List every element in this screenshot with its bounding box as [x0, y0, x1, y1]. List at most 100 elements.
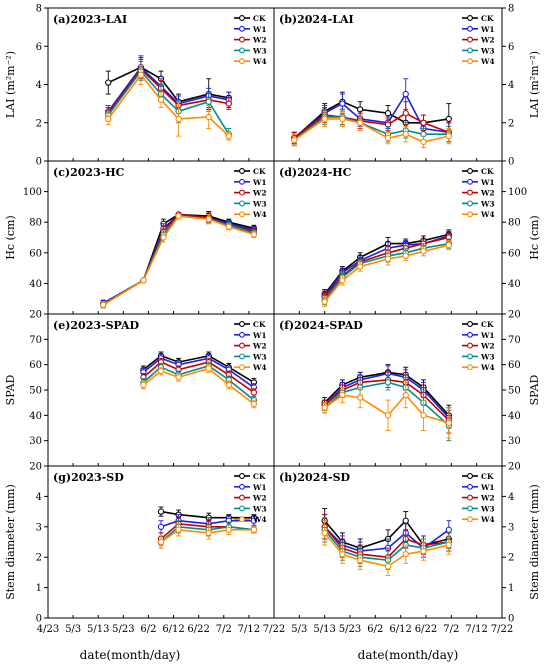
y-tick-label: 20: [508, 310, 521, 321]
legend-marker: [239, 189, 245, 196]
legend-marker: [467, 473, 473, 479]
x-tick-label: 4/23: [37, 624, 59, 635]
legend-label: CK: [481, 472, 494, 481]
data-point: [250, 400, 258, 408]
data-point: [339, 115, 346, 123]
legend-item-W1: W1: [234, 178, 267, 187]
legend-item-CK: CK: [462, 320, 494, 329]
legend-item-W2: W2: [234, 494, 267, 503]
data-point: [420, 412, 427, 419]
panel-title: (h)2024-SD: [279, 471, 351, 484]
data-point: [339, 277, 346, 284]
legend-label: W4: [252, 57, 267, 66]
y-tick-label: 60: [508, 248, 521, 259]
legend-item-W2: W2: [462, 494, 495, 503]
legend-label: W3: [252, 199, 267, 208]
legend-item-W3: W3: [234, 199, 267, 208]
legend-label: W3: [252, 46, 267, 55]
data-point: [250, 526, 258, 533]
data-point: [356, 263, 364, 270]
y-tick-label: 2: [36, 118, 42, 129]
y-tick-label: 40: [508, 279, 521, 290]
legend-item-CK: CK: [234, 14, 266, 23]
y-tick-label: 2: [508, 118, 514, 129]
data-point: [175, 374, 182, 381]
x-tick-label: 5/3: [65, 624, 81, 635]
y-tick-label: 30: [508, 436, 521, 447]
legend-marker: [239, 342, 245, 349]
legend-label: W1: [480, 25, 495, 34]
data-point: [140, 277, 147, 284]
legend-marker: [467, 483, 473, 490]
y-tick-label: 4: [36, 80, 42, 91]
legend-marker: [467, 47, 473, 54]
legend-marker: [239, 15, 245, 21]
legend-marker: [239, 483, 245, 490]
panel-title: (f)2024-SPAD: [279, 319, 363, 332]
legend-item-W1: W1: [462, 483, 495, 492]
legend-marker: [467, 25, 473, 32]
y-tick-label: 100: [508, 187, 527, 198]
data-point: [225, 223, 232, 230]
legend-item-W3: W3: [462, 504, 495, 513]
y-axis-label: Hc (cm): [4, 215, 17, 259]
data-point: [384, 134, 392, 142]
data-point: [137, 71, 145, 79]
y-tick-label: 20: [29, 462, 42, 473]
x-tick-label: 7/12: [465, 624, 487, 635]
legend-item-W4: W4: [234, 363, 267, 372]
series-line: [293, 92, 449, 139]
x-tick-label: 7/22: [491, 624, 513, 635]
series-W4: [105, 64, 232, 141]
y-tick-label: 6: [508, 42, 514, 53]
y-axis-label: SPAD: [528, 374, 541, 405]
series-line: [142, 357, 255, 389]
data-point: [384, 412, 392, 419]
legend-marker: [467, 168, 473, 174]
legend-item-CK: CK: [234, 472, 266, 481]
panel-h: 0 1 2 3 4 Stem diameter (mm) 5/3 5/13 5/23 6/2 6/1…: [273, 465, 541, 635]
legend-marker: [239, 178, 245, 185]
y-tick-label: 0: [36, 157, 42, 168]
data-point: [402, 517, 409, 524]
data-point: [445, 132, 452, 140]
data-point: [175, 212, 182, 220]
legend-item-W1: W1: [234, 331, 267, 340]
y-tick-label: 3: [508, 522, 514, 533]
legend-label: CK: [481, 320, 494, 329]
y-tick-label: 1: [508, 583, 514, 594]
legend-item-W4: W4: [234, 515, 267, 524]
data-point: [157, 367, 165, 375]
panel-title: (d)2024-HC: [279, 166, 352, 179]
legend-marker: [239, 47, 245, 54]
legend-item-W2: W2: [462, 189, 495, 198]
series-line: [107, 67, 229, 114]
data-point: [321, 298, 328, 305]
legend-marker: [467, 36, 473, 43]
data-point: [225, 100, 232, 107]
legend-label: W3: [480, 352, 495, 361]
legend-marker: [467, 516, 473, 523]
y-tick-label: 0: [508, 614, 514, 625]
legend-label: W1: [252, 25, 267, 34]
data-point: [205, 365, 212, 372]
data-point: [157, 508, 165, 515]
y-tick-label: 8: [36, 4, 42, 15]
legend-marker: [239, 494, 245, 501]
legend-label: W2: [480, 494, 495, 503]
legend-marker: [239, 473, 245, 479]
legend-marker: [239, 58, 245, 65]
legend-item-W2: W2: [234, 342, 267, 351]
x-tick-label: 5/23: [112, 624, 134, 635]
legend-label: W4: [480, 515, 495, 524]
data-point: [402, 252, 409, 260]
y-axis-label: Stem diameter (mm): [4, 484, 17, 600]
series-line: [142, 361, 255, 394]
data-point: [291, 136, 298, 144]
data-point: [157, 96, 165, 103]
